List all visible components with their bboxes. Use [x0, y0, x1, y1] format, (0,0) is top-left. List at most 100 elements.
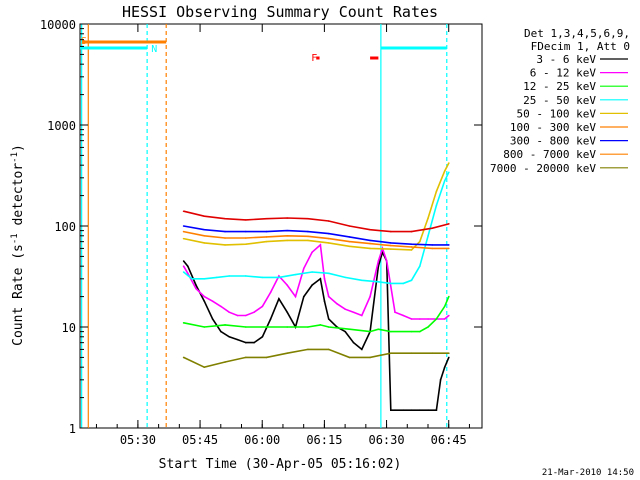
- series-point-1-14: [294, 295, 297, 298]
- series-point-2-4: [265, 326, 268, 328]
- series-point-6-9: [369, 239, 371, 242]
- series-point-0-36: [443, 366, 446, 368]
- series-point-2-13: [410, 330, 413, 333]
- series-point-0-34: [435, 409, 438, 412]
- series-point-1-0: [182, 265, 185, 267]
- series-point-6-6: [307, 230, 309, 233]
- series-line-0: [182, 249, 450, 411]
- series-point-0-0: [182, 260, 185, 262]
- series-point-1-6: [228, 311, 230, 314]
- series-point-3-20: [443, 180, 446, 182]
- series-point-3-19: [435, 204, 438, 207]
- series-point-1-17: [319, 244, 322, 246]
- series-point-5-5: [286, 234, 289, 237]
- series-point-4-2: [224, 244, 226, 246]
- series-point-2-16: [435, 318, 438, 320]
- chart-title: HESSI Observing Summary Count Rates: [122, 3, 438, 21]
- x-axis-label: Start Time (30-Apr-05 05:16:02): [159, 457, 402, 472]
- series-point-3-5: [244, 275, 247, 277]
- series-point-5-7: [327, 237, 330, 240]
- series-point-3-3: [215, 276, 218, 279]
- series-point-4-9: [369, 247, 371, 250]
- x-tick-label-4: 06:30: [368, 433, 404, 447]
- series-point-9-11: [410, 230, 413, 233]
- series-point-1-22: [352, 311, 355, 314]
- series-point-0-7: [236, 338, 239, 341]
- legend-header-1: FDecim 1, Att 0: [531, 40, 630, 53]
- series-point-9-0: [182, 210, 185, 213]
- series-point-1-25: [377, 260, 380, 262]
- series-point-2-7: [319, 324, 322, 326]
- series-point-1-27: [385, 260, 388, 262]
- series-line-5: [183, 230, 449, 250]
- x-tick-label-5: 06:45: [431, 433, 467, 447]
- series-point-2-0: [182, 322, 185, 324]
- y-tick-label-0: 1: [69, 422, 76, 436]
- series-point-4-8: [348, 245, 351, 248]
- series-point-8-9: [369, 356, 371, 359]
- series-point-6-0: [182, 225, 185, 227]
- series-point-6-7: [327, 232, 330, 235]
- series-point-0-9: [253, 341, 255, 344]
- x-tick-label-3: 06:15: [306, 433, 342, 447]
- series-point-6-10: [390, 242, 392, 244]
- series-point-0-11: [269, 318, 272, 320]
- series-point-4-13: [427, 217, 429, 219]
- y-tick-label-4: 10000: [40, 18, 76, 32]
- series-point-0-23: [361, 348, 363, 351]
- series-point-0-28: [390, 409, 392, 412]
- y-tick-label-1: 10: [62, 321, 76, 335]
- series-point-3-0: [182, 271, 185, 273]
- series-point-3-7: [278, 276, 280, 279]
- series-point-2-14: [419, 330, 421, 333]
- series-point-6-12: [431, 244, 434, 246]
- series-line-1: [182, 243, 450, 320]
- series-point-4-4: [265, 240, 268, 243]
- series-point-5-4: [265, 236, 268, 238]
- series-point-0-6: [228, 335, 230, 338]
- series-line-6: [183, 225, 449, 246]
- series-line-2: [183, 296, 450, 333]
- series-point-0-33: [427, 409, 429, 412]
- annotation-f: F: [311, 53, 317, 64]
- series-line-3: [183, 171, 450, 285]
- series-point-8-2: [224, 361, 226, 363]
- series-line-9: [183, 210, 450, 233]
- series-point-9-9: [369, 228, 371, 231]
- y-tick-label-2: 100: [54, 220, 76, 234]
- series-point-3-21: [448, 171, 450, 174]
- series-point-0-1: [186, 265, 189, 267]
- series-point-0-31: [410, 409, 413, 412]
- series-point-0-30: [402, 409, 405, 412]
- series-point-8-13: [448, 352, 450, 355]
- series-point-1-32: [427, 318, 429, 320]
- series-point-2-11: [377, 328, 380, 331]
- series-point-0-19: [327, 318, 330, 320]
- series-point-1-31: [419, 318, 421, 320]
- annotation-s: S: [81, 36, 87, 47]
- y-axis-label-tail: detector: [11, 163, 26, 234]
- series-point-9-6: [307, 217, 309, 220]
- series-point-5-8: [348, 240, 351, 243]
- series-point-5-13: [448, 247, 450, 250]
- plot-area: F N S 05:30 05:45 06:00 06:15 06:30 06:45 1 10 100 1…: [40, 18, 483, 447]
- legend-label-3: 25 - 50 keV: [523, 94, 596, 107]
- series-point-0-2: [195, 284, 197, 286]
- series-point-4-10: [390, 248, 392, 250]
- plot-frame: [79, 23, 483, 429]
- series-point-8-10: [390, 352, 392, 355]
- series-point-6-2: [224, 230, 226, 233]
- series-point-5-9: [369, 242, 371, 245]
- series-point-0-15: [302, 295, 305, 298]
- series-point-0-8: [244, 341, 247, 344]
- legend-label-8: 7000 - 20000 keV: [490, 162, 596, 175]
- legend-header-0: Det 1,3,4,5,6,9,: [524, 27, 630, 40]
- series-point-2-9: [348, 328, 351, 331]
- series-point-0-17: [319, 278, 322, 280]
- series-point-0-16: [311, 284, 313, 286]
- series-point-1-2: [195, 287, 197, 290]
- series-point-1-4: [211, 300, 214, 303]
- series-point-9-5: [286, 217, 289, 219]
- x-tick-label-1: 05:45: [182, 433, 218, 447]
